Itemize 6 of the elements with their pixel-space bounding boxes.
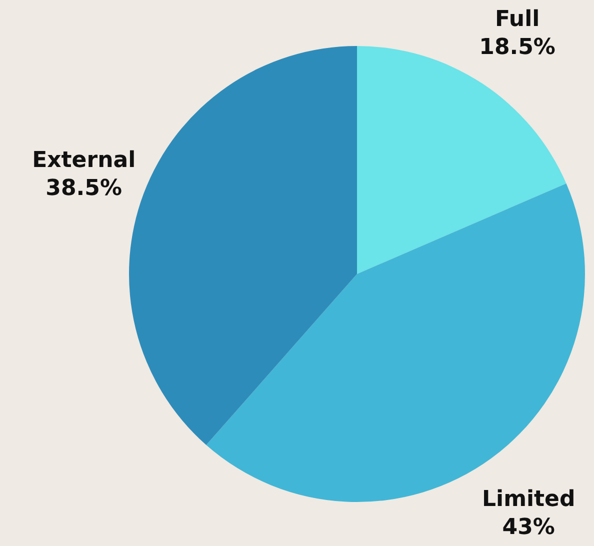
slice-label: Full xyxy=(494,6,540,32)
data-label: 43% xyxy=(502,515,555,540)
slice-label: Limited xyxy=(482,487,576,512)
slice-label: External xyxy=(32,148,136,173)
data-label: 18.5% xyxy=(479,34,556,60)
data-label: 38.5% xyxy=(46,176,122,201)
